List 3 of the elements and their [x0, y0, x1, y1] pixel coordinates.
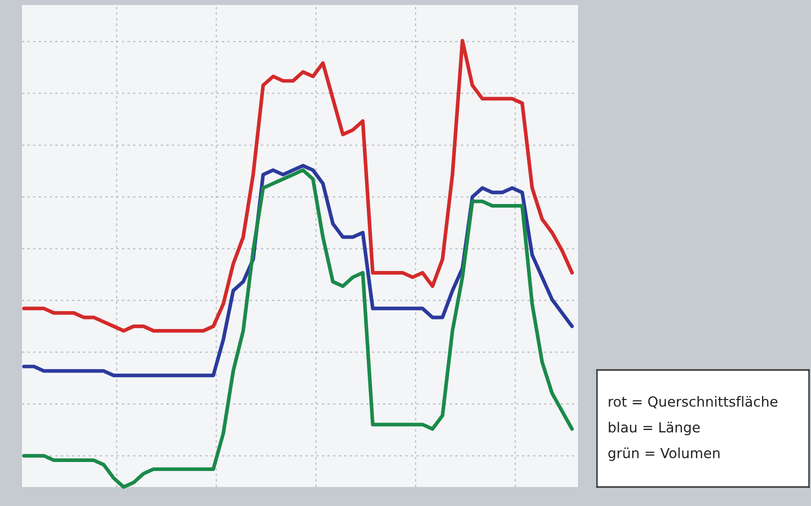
text: grün = Volumen — [608, 448, 720, 461]
text: blau = Länge — [608, 422, 700, 436]
text: rot = Querschnittsfläche — [608, 396, 778, 408]
